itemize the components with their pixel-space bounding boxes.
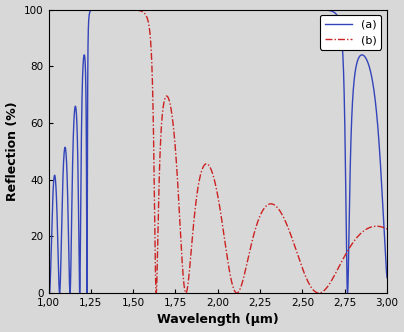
(b)	[297, 258, 302, 262]
(a)	[297, 8, 302, 12]
(b)	[234, 291, 239, 295]
(b)	[169, 108, 174, 112]
(b)	[261, 207, 266, 211]
(a)	[246, 8, 251, 12]
(a)	[315, 8, 320, 12]
(b)	[46, 8, 51, 12]
(b)	[315, 291, 320, 295]
(a)	[164, 8, 169, 12]
Line: (b): (b)	[48, 10, 387, 293]
(b)	[63, 8, 68, 12]
(b)	[75, 8, 80, 12]
(a)	[67, 291, 72, 295]
X-axis label: Wavelength (μm): Wavelength (μm)	[157, 313, 279, 326]
(a)	[169, 8, 174, 12]
(a)	[46, 280, 51, 284]
(b)	[246, 253, 251, 257]
(a)	[261, 8, 266, 12]
(a)	[385, 276, 389, 280]
(b)	[385, 227, 389, 231]
(a)	[63, 147, 68, 151]
Line: (a): (a)	[48, 10, 387, 293]
Y-axis label: Reflection (%): Reflection (%)	[6, 102, 19, 201]
Legend: (a), (b): (a), (b)	[320, 15, 381, 49]
